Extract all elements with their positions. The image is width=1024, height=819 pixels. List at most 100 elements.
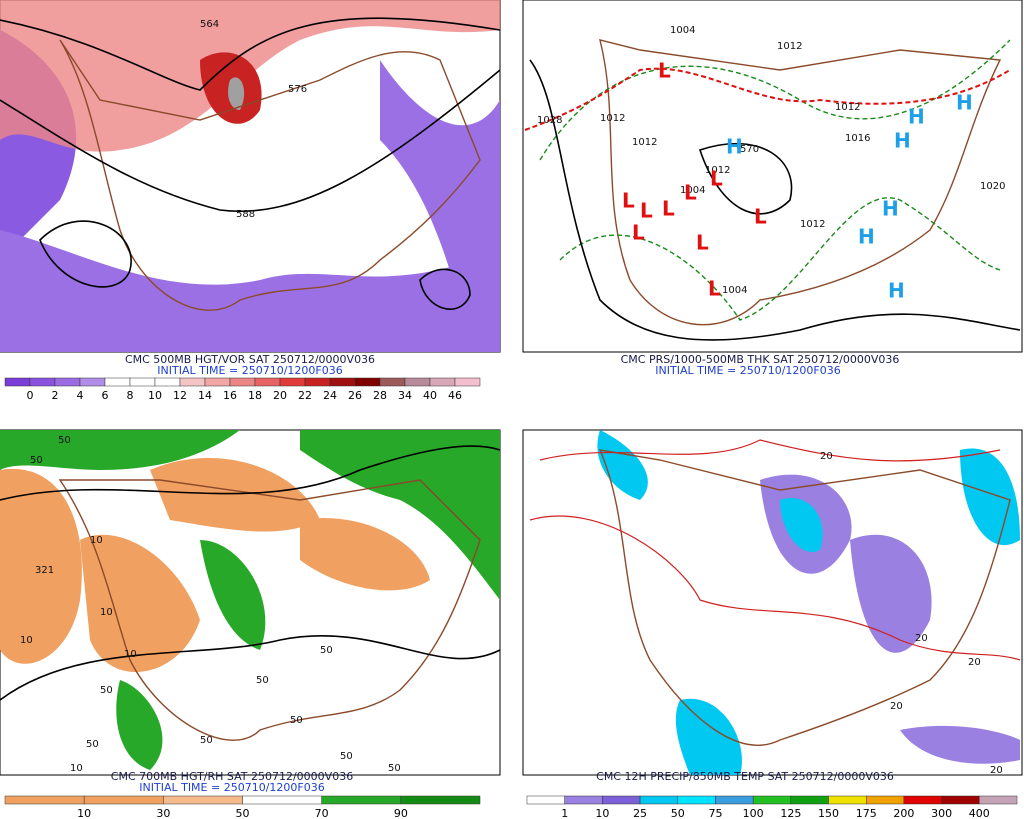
colorbar-label: 6	[102, 389, 109, 402]
colorbar-swatch	[29, 377, 56, 387]
isobar-label: 1012	[632, 137, 657, 148]
colorbar-swatch	[979, 795, 1018, 805]
panel-1-map: 564 576 588	[0, 0, 501, 353]
colorbar-label: 175	[856, 807, 877, 819]
colorbar-swatch	[79, 377, 106, 387]
colorbar-swatch	[429, 377, 456, 387]
colorbar-swatch	[163, 795, 243, 805]
panel-title: CMC PRS/1000-500MB THK SAT 250712/0000V0…	[621, 353, 900, 366]
colorbar-swatch	[379, 377, 406, 387]
colorbar-swatch	[104, 377, 131, 387]
isobar-label: 1004	[670, 25, 695, 36]
thickness-label: 570	[740, 144, 759, 155]
colorbar-swatch	[4, 795, 85, 805]
colorbar-label: 18	[248, 389, 262, 402]
colorbar-label: 26	[348, 389, 362, 402]
colorbar-label: 50	[236, 807, 250, 819]
contour-label: 50	[200, 735, 213, 746]
colorbar-swatch	[526, 795, 565, 805]
isobar-label: 1012	[777, 41, 802, 52]
colorbar-label: 10	[77, 807, 91, 819]
colorbar-label: 100	[743, 807, 764, 819]
colorbar-swatch	[129, 377, 156, 387]
colorbar-swatch	[229, 377, 256, 387]
colorbar-swatch	[677, 795, 716, 805]
colorbar-label: 300	[931, 807, 952, 819]
colorbar-swatch	[354, 377, 381, 387]
contour-label: 10	[90, 535, 103, 546]
high-marker: H	[858, 225, 875, 249]
high-marker: H	[726, 135, 743, 159]
colorbar-label: 125	[780, 807, 801, 819]
colorbar-label: 28	[373, 389, 387, 402]
colorbar-swatch	[454, 377, 481, 387]
contour-label: 50	[290, 715, 303, 726]
low-marker: L	[640, 199, 653, 223]
colorbar-label: 10	[148, 389, 162, 402]
contour-label: 50	[86, 739, 99, 750]
colorbar-label: 2	[52, 389, 59, 402]
isobar-label: 1004	[722, 285, 747, 296]
colorbar-swatch	[279, 377, 306, 387]
low-marker: L	[710, 167, 723, 191]
low-marker: L	[708, 277, 721, 301]
colorbar-label: 14	[198, 389, 212, 402]
isotherm-label: 20	[890, 701, 903, 712]
colorbar-label: 90	[394, 807, 408, 819]
colorbar-swatch	[828, 795, 867, 805]
colorbar-swatch	[154, 377, 181, 387]
panel-2-map: 1004 1028 1020 1012 1012 1012 1012 1016 …	[522, 0, 1023, 353]
colorbar-label: 0	[27, 389, 34, 402]
panel-subtitle: INITIAL TIME = 250710/1200F036	[139, 781, 324, 794]
panel-title: CMC 700MB HGT/RH SAT 250712/0000V036	[111, 770, 353, 783]
contour-label: 50	[30, 455, 43, 466]
colorbar-label: 40	[423, 389, 437, 402]
colorbar-swatch	[179, 377, 206, 387]
contour-label: 10	[100, 607, 113, 618]
isobar-label: 1012	[835, 102, 860, 113]
isobar-label: 1012	[800, 219, 825, 230]
colorbar-swatch	[304, 377, 331, 387]
isobar-label: 1020	[980, 181, 1005, 192]
contour-label: 50	[388, 763, 401, 774]
isobar-label: 1004	[680, 185, 705, 196]
colorbar-swatch	[715, 795, 754, 805]
contour-label: 50	[100, 685, 113, 696]
colorbar-swatch	[564, 795, 603, 805]
colorbar-swatch	[903, 795, 942, 805]
colorbar-swatch	[254, 377, 281, 387]
colorbar-label: 10	[595, 807, 609, 819]
isobar-label: 1012	[600, 113, 625, 124]
colorbar-label: 25	[633, 807, 647, 819]
isobar-label: 1028	[537, 115, 562, 126]
panel-title: CMC 12H PRECIP/850MB TEMP SAT 250712/000…	[596, 770, 894, 783]
isobar-label: 1016	[845, 133, 870, 144]
colorbar-label: 16	[223, 389, 237, 402]
high-marker: H	[894, 129, 911, 153]
colorbar-swatch	[204, 377, 231, 387]
contour-label: 10	[20, 635, 33, 646]
panel-subtitle: INITIAL TIME = 250710/1200F036	[157, 364, 342, 377]
colorbar-label: 46	[448, 389, 462, 402]
high-marker: H	[882, 197, 899, 221]
colorbar-label: 24	[323, 389, 337, 402]
low-marker: L	[662, 197, 675, 221]
colorbar-swatch	[329, 377, 356, 387]
high-marker: H	[956, 91, 973, 115]
contour-label: 50	[340, 751, 353, 762]
isotherm-label: 20	[990, 765, 1003, 776]
colorbar-label: 150	[818, 807, 839, 819]
colorbar-swatch	[242, 795, 322, 805]
low-marker: L	[754, 205, 767, 229]
low-marker: L	[684, 181, 697, 205]
contour-label: 321	[35, 565, 54, 576]
colorbar-swatch	[752, 795, 792, 805]
panel-3-map: 50 50 10 10 321 10 50 50 10 50 50 50 50 …	[0, 429, 501, 776]
isotherm-label: 20	[915, 633, 928, 644]
colorbar-swatch	[4, 377, 31, 387]
high-marker: H	[888, 279, 905, 303]
colorbar-label: 4	[77, 389, 84, 402]
colorbar-label: 20	[273, 389, 287, 402]
